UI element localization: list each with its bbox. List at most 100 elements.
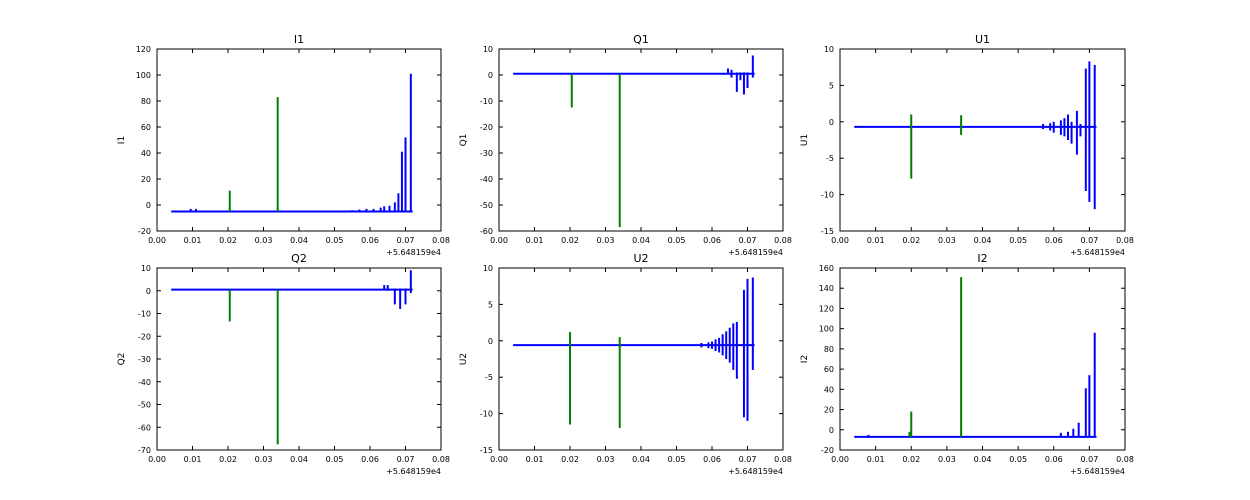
y-tick-label: 20 xyxy=(824,406,834,415)
y-tick-label: -70 xyxy=(138,446,151,455)
x-tick-label: 0.06 xyxy=(361,455,379,464)
x-tick-label: 0.08 xyxy=(432,455,450,464)
y-tick-label: 10 xyxy=(824,45,834,54)
x-tick-label: 0.01 xyxy=(184,455,202,464)
x-tick-label: 0.02 xyxy=(902,236,920,245)
x-tick-label: 0.05 xyxy=(1009,236,1027,245)
x-tick-label: 0.05 xyxy=(668,236,686,245)
x-tick-label: 0.07 xyxy=(1080,236,1098,245)
x-tick-label: 0.06 xyxy=(703,455,721,464)
x-tick-label: 0.06 xyxy=(703,236,721,245)
y-axis-label: I2 xyxy=(800,355,810,363)
x-tick-label: 0.08 xyxy=(774,455,792,464)
plot-area xyxy=(854,61,1097,210)
subplot-q1: 0.00 0.01 0.02 0.03 0.04 0.05 0.06 0.07 0.08 -60 -… xyxy=(459,33,792,257)
subplot-title: I2 xyxy=(977,252,987,265)
x-tick-label: 0.02 xyxy=(561,455,579,464)
y-tick-label: -40 xyxy=(138,378,151,387)
y-tick-label: 10 xyxy=(141,264,151,273)
y-tick-label: 5 xyxy=(488,300,493,309)
x-tick-label: 0.02 xyxy=(219,236,237,245)
axes-frame xyxy=(498,267,784,451)
plot-area xyxy=(171,73,413,213)
x-tick-label: 0.02 xyxy=(561,236,579,245)
x-tick-label: 0.03 xyxy=(597,236,615,245)
x-tick-label: 0.03 xyxy=(255,236,273,245)
x-tick-label: 0.03 xyxy=(255,455,273,464)
y-tick-label: 60 xyxy=(141,123,151,132)
y-tick-label: 40 xyxy=(141,149,151,158)
plot-area xyxy=(513,55,755,228)
y-tick-label: 80 xyxy=(824,345,834,354)
x-tick-label: 0.02 xyxy=(902,455,920,464)
x-tick-label: 0.04 xyxy=(974,455,992,464)
x-tick-label: 0.01 xyxy=(184,236,202,245)
y-tick-label: -40 xyxy=(480,175,493,184)
x-tick-label: 0.07 xyxy=(1080,455,1098,464)
x-tick-label: 0.04 xyxy=(974,236,992,245)
y-tick-label: -30 xyxy=(480,149,493,158)
x-tick-label: 0.00 xyxy=(148,236,166,245)
x-tick-label: 0.03 xyxy=(597,455,615,464)
y-tick-label: 20 xyxy=(141,175,151,184)
x-tick-label: 0.06 xyxy=(1045,455,1063,464)
x-offset-label: +5.648159e4 xyxy=(386,467,441,476)
y-tick-label: 120 xyxy=(819,304,834,313)
y-tick-label: 0 xyxy=(488,337,493,346)
x-tick-label: 0.08 xyxy=(1116,236,1134,245)
subplot-title: U2 xyxy=(633,252,648,265)
x-tick-label: 0.06 xyxy=(1045,236,1063,245)
y-tick-label: 160 xyxy=(819,264,834,273)
y-tick-label: -5 xyxy=(826,154,834,163)
y-tick-label: -5 xyxy=(485,373,493,382)
x-tick-label: 0.07 xyxy=(739,236,757,245)
y-tick-label: -50 xyxy=(480,201,493,210)
y-tick-label: -60 xyxy=(480,227,493,236)
x-tick-label: 0.07 xyxy=(739,455,757,464)
x-tick-label: 0.02 xyxy=(219,455,237,464)
y-axis-label: U1 xyxy=(800,134,810,146)
x-tick-label: 0.08 xyxy=(432,236,450,245)
y-axis-label: Q1 xyxy=(459,134,469,147)
plot-area xyxy=(854,277,1097,438)
y-tick-label: -20 xyxy=(138,332,151,341)
axes-frame xyxy=(156,267,442,451)
x-tick-label: 0.04 xyxy=(290,236,308,245)
y-tick-label: 140 xyxy=(819,284,834,293)
x-offset-label: +5.648159e4 xyxy=(728,467,783,476)
y-tick-label: -20 xyxy=(138,227,151,236)
y-tick-label: 100 xyxy=(819,325,834,334)
y-tick-label: -60 xyxy=(138,423,151,432)
x-tick-label: 0.01 xyxy=(867,455,885,464)
subplot-u2: 0.00 0.01 0.02 0.03 0.04 0.05 0.06 0.07 0.08 -15 -… xyxy=(459,252,792,476)
x-offset-label: +5.648159e4 xyxy=(1070,248,1125,257)
y-tick-label: 40 xyxy=(824,385,834,394)
y-tick-label: 0 xyxy=(488,71,493,80)
x-tick-label: 0.01 xyxy=(526,455,544,464)
y-tick-label: -10 xyxy=(138,310,151,319)
x-tick-label: 0.00 xyxy=(490,455,508,464)
x-tick-label: 0.03 xyxy=(938,236,956,245)
subplot-q2: 0.00 0.01 0.02 0.03 0.04 0.05 0.06 0.07 0.08 -70 -… xyxy=(117,252,450,476)
y-tick-label: -15 xyxy=(821,227,834,236)
plot-area xyxy=(171,270,413,445)
y-tick-label: 10 xyxy=(483,45,493,54)
y-axis-label: I1 xyxy=(117,136,127,144)
y-tick-label: 60 xyxy=(824,365,834,374)
y-axis-label: U2 xyxy=(459,353,469,365)
y-axis-label: Q2 xyxy=(117,353,127,366)
y-tick-label: 10 xyxy=(483,264,493,273)
y-tick-label: -10 xyxy=(480,410,493,419)
y-tick-label: 0 xyxy=(146,201,151,210)
y-tick-label: 5 xyxy=(829,81,834,90)
x-tick-label: 0.05 xyxy=(326,236,344,245)
y-tick-label: 100 xyxy=(136,71,151,80)
x-offset-label: +5.648159e4 xyxy=(1070,467,1125,476)
x-tick-label: 0.00 xyxy=(148,455,166,464)
x-tick-label: 0.01 xyxy=(526,236,544,245)
y-tick-label: 0 xyxy=(829,426,834,435)
x-tick-label: 0.03 xyxy=(938,455,956,464)
subplot-u1: 0.00 0.01 0.02 0.03 0.04 0.05 0.06 0.07 0.08 -15 -… xyxy=(800,33,1134,257)
subplot-title: I1 xyxy=(294,33,304,46)
